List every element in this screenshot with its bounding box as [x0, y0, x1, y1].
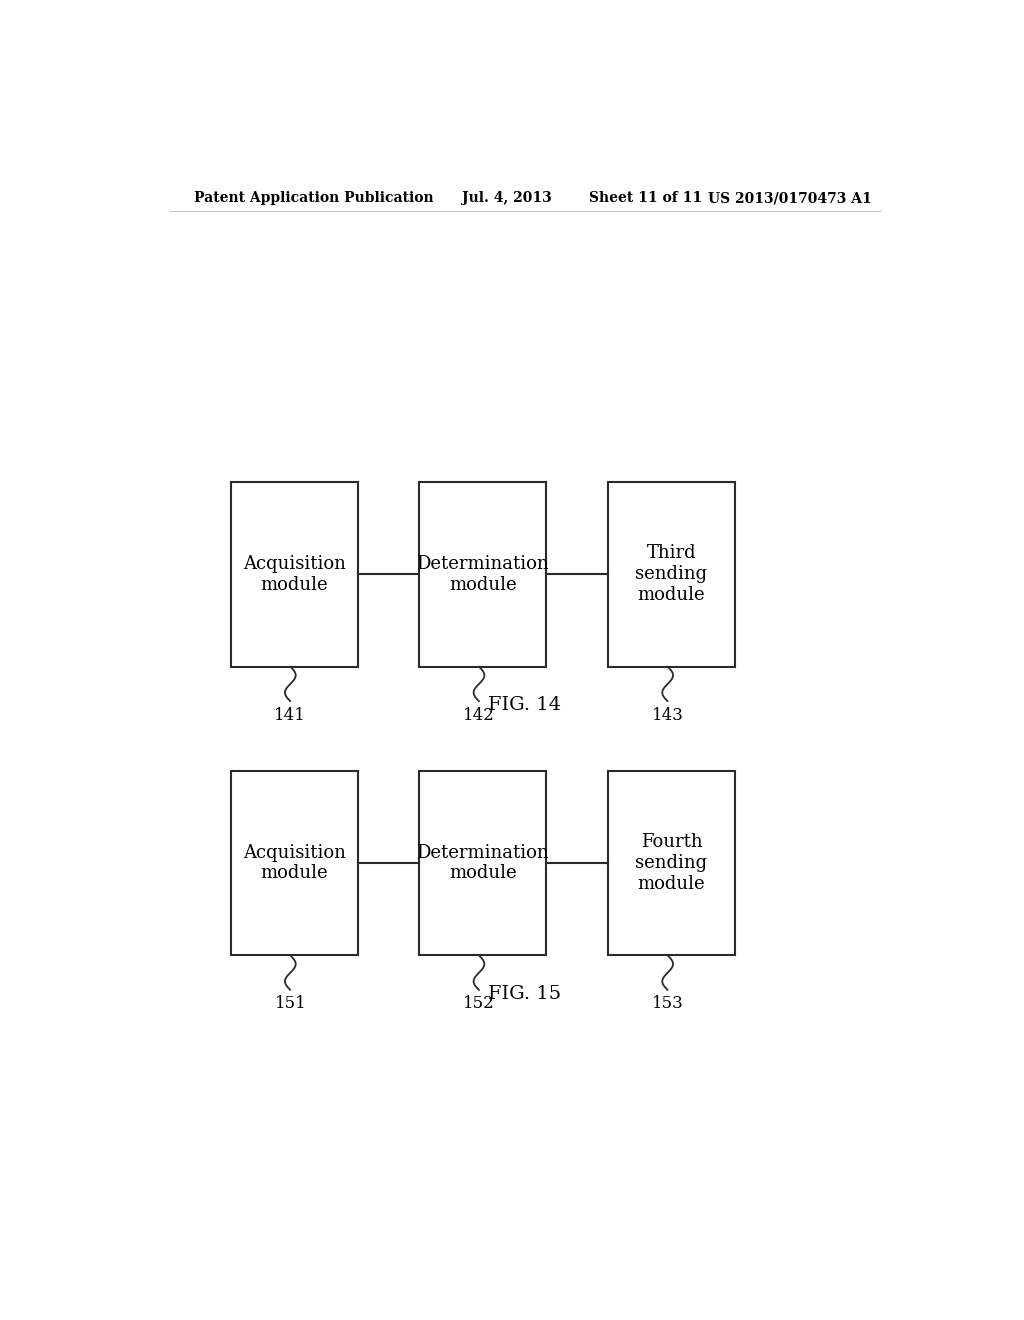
- Bar: [608, 482, 735, 667]
- Text: Determination
module: Determination module: [417, 843, 549, 882]
- Bar: [419, 482, 547, 667]
- Text: 142: 142: [463, 706, 495, 723]
- Text: Acquisition
module: Acquisition module: [243, 554, 346, 594]
- Text: 141: 141: [274, 706, 306, 723]
- Text: Fourth
sending
module: Fourth sending module: [636, 833, 708, 892]
- Text: FIG. 15: FIG. 15: [488, 985, 561, 1003]
- Text: US 2013/0170473 A1: US 2013/0170473 A1: [708, 191, 871, 206]
- Text: Third
sending
module: Third sending module: [636, 544, 708, 605]
- Text: Acquisition
module: Acquisition module: [243, 843, 346, 882]
- Text: Determination
module: Determination module: [417, 554, 549, 594]
- Text: Sheet 11 of 11: Sheet 11 of 11: [589, 191, 701, 206]
- Text: FIG. 14: FIG. 14: [488, 696, 561, 714]
- Bar: [230, 482, 357, 667]
- Text: Jul. 4, 2013: Jul. 4, 2013: [462, 191, 551, 206]
- Text: 151: 151: [274, 995, 306, 1012]
- Bar: [419, 771, 547, 956]
- Text: Patent Application Publication: Patent Application Publication: [194, 191, 433, 206]
- Text: 153: 153: [651, 995, 683, 1012]
- Bar: [608, 771, 735, 956]
- Bar: [230, 771, 357, 956]
- Text: 152: 152: [463, 995, 495, 1012]
- Text: 143: 143: [651, 706, 684, 723]
